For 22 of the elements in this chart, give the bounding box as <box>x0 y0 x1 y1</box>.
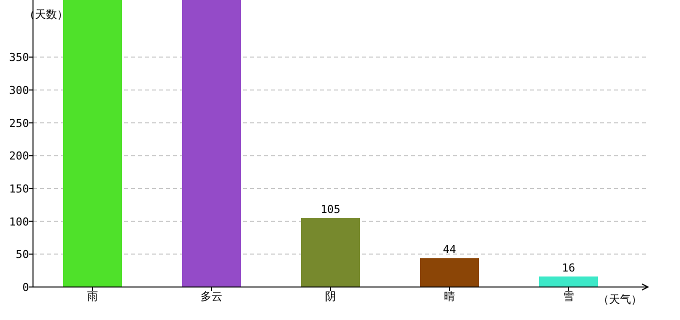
x-tick-label: 雪 <box>563 290 574 303</box>
x-tick-label: 晴 <box>444 290 455 303</box>
y-tick-label: 300 <box>9 84 29 97</box>
bar <box>182 0 241 287</box>
y-tick-label: 350 <box>9 51 29 64</box>
data-label: 44 <box>442 243 456 256</box>
y-tick-label: 100 <box>9 215 29 228</box>
y-tick-label: 250 <box>9 116 29 130</box>
x-tick-label: 多云 <box>200 290 222 303</box>
y-tick-label: 200 <box>9 150 29 163</box>
bar <box>420 258 479 287</box>
data-label: 16 <box>562 261 576 274</box>
y-tick-label: 50 <box>16 248 29 262</box>
bar <box>63 0 122 287</box>
x-axis-title: （天气） <box>598 293 642 306</box>
bar <box>539 276 598 287</box>
y-tick-label: 150 <box>9 182 29 196</box>
data-label: 105 <box>320 203 340 216</box>
x-tick-label: 阴 <box>325 290 336 303</box>
bar <box>301 218 360 287</box>
x-tick-label: 雨 <box>87 290 98 303</box>
y-tick-label: 0 <box>22 281 29 294</box>
